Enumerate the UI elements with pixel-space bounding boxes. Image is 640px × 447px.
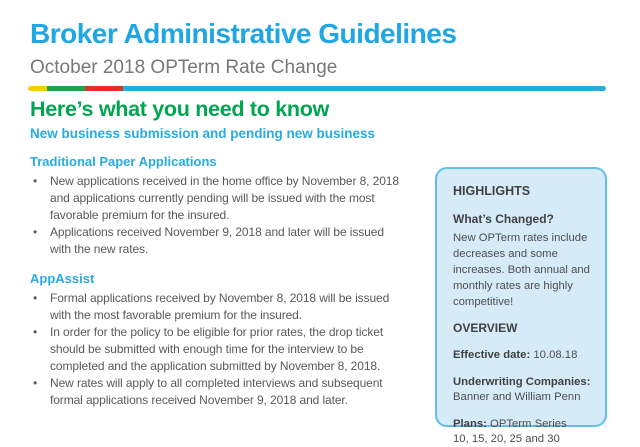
bullet-list: New applications received in the home of… <box>30 173 406 258</box>
whats-changed-heading: What’s Changed? <box>453 212 554 226</box>
bullet-list: Formal applications received by November… <box>30 290 406 409</box>
section-heading: AppAssist <box>30 271 95 286</box>
bullet-item: Formal applications received by November… <box>30 290 402 324</box>
overview-block: OVERVIEW Effective date: 10.08.18 Underw… <box>453 321 595 447</box>
highlights-panel: HIGHLIGHTS What’s Changed? New OPTerm ra… <box>435 167 607 445</box>
bullet-item: New applications received in the home of… <box>30 173 402 224</box>
bar-segment-blue <box>123 86 606 91</box>
bullet-item: In order for the policy to be eligible f… <box>30 324 402 375</box>
bullet-item: New rates will apply to all completed in… <box>30 375 402 409</box>
plans-label: Plans: <box>453 418 487 430</box>
document-page: { "page": { "title": "Broker Administrat… <box>0 0 640 400</box>
main-content: Traditional Paper Applications New appli… <box>30 154 406 422</box>
underwriting-companies-value: Banner and William Penn <box>453 391 581 403</box>
underwriting-companies-label: Underwriting Companies: <box>453 376 591 388</box>
intro-heading: Here’s what you need to know <box>30 97 330 121</box>
brand-color-bar <box>28 86 606 91</box>
bar-segment-yellow <box>28 86 47 91</box>
page-title: Broker Administrative Guidelines <box>30 18 457 49</box>
whats-changed-block: What’s Changed? New OPTerm rates include… <box>453 212 595 310</box>
intro-subheading: New business submission and pending new … <box>30 126 376 141</box>
effective-date-entry: Effective date: 10.08.18 <box>453 348 595 363</box>
bar-segment-green <box>47 86 85 91</box>
highlights-title: HIGHLIGHTS <box>453 184 531 198</box>
section-appassist: AppAssist Formal applications received b… <box>30 271 406 409</box>
bar-segment-red <box>85 86 123 91</box>
section-traditional-paper-applications: Traditional Paper Applications New appli… <box>30 154 406 258</box>
underwriting-companies-entry: Underwriting Companies: Banner and Willi… <box>453 375 595 405</box>
page-subtitle: October 2018 OPTerm Rate Change <box>30 57 338 78</box>
effective-date-value: 10.08.18 <box>533 349 578 361</box>
plans-entry: Plans: OPTerm Series 10, 15, 20, 25 and … <box>453 417 575 447</box>
bullet-item: Applications received November 9, 2018 a… <box>30 224 402 258</box>
effective-date-label: Effective date: <box>453 349 531 361</box>
section-heading: Traditional Paper Applications <box>30 154 217 169</box>
overview-heading: OVERVIEW <box>453 321 518 335</box>
whats-changed-body: New OPTerm rates include decreases and s… <box>453 232 590 308</box>
